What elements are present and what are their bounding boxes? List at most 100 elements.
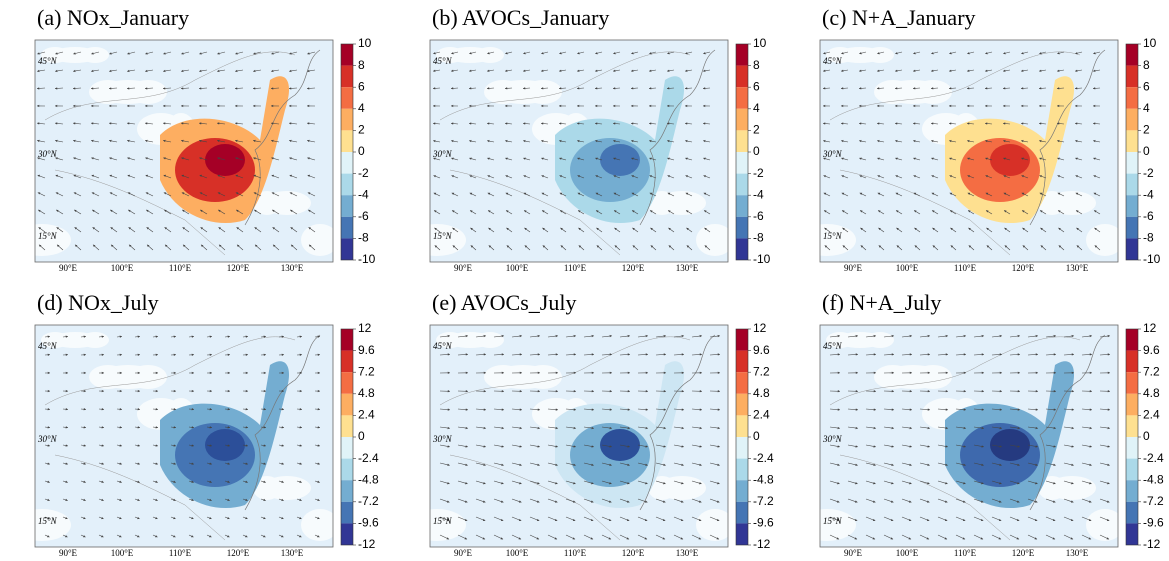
colorbar-tick-label: -2.4 — [1143, 451, 1164, 465]
wind-arrowhead — [1057, 69, 1060, 72]
wind-arrowhead — [980, 537, 984, 540]
colorbar-bin — [736, 415, 748, 437]
wind-arrowhead — [703, 157, 706, 160]
wind-arrowhead — [119, 353, 122, 356]
colorbar-bin — [736, 372, 748, 394]
wind-arrowhead — [932, 210, 935, 213]
lat-label: 45°N — [38, 341, 58, 351]
wind-arrowhead — [465, 353, 468, 356]
colorbar-bin — [736, 173, 748, 196]
wind-arrowhead — [483, 463, 486, 466]
wind-arrowhead — [699, 463, 702, 466]
wind-arrowhead — [47, 371, 50, 375]
light-patch — [524, 365, 562, 389]
wind-arrowhead — [1075, 192, 1079, 195]
wind-arrowhead — [559, 139, 562, 143]
wind-arrowhead — [891, 426, 894, 430]
wind-arrowhead — [73, 52, 76, 55]
wind-arrowhead — [145, 87, 148, 90]
colorbar-tick-label: 2.4 — [1143, 408, 1160, 422]
wind-arrowhead — [191, 535, 194, 538]
wind-arrowhead — [465, 408, 468, 411]
wind-arrowhead — [271, 192, 275, 195]
wind-arrowhead — [281, 444, 284, 447]
wind-arrowhead — [1057, 52, 1060, 55]
wind-arrowhead — [446, 500, 450, 503]
wind-arrowhead — [1107, 445, 1110, 448]
wind-arrowhead — [614, 227, 617, 231]
wind-arrowhead — [963, 390, 966, 393]
wind-arrowhead — [945, 334, 948, 338]
wind-arrowhead — [1075, 104, 1078, 108]
panel-title: (c) N+A_January — [822, 5, 976, 30]
wind-arrowhead — [483, 482, 486, 485]
wind-arrowhead — [667, 192, 671, 195]
wind-arrowhead — [1093, 69, 1096, 72]
wind-arrowhead — [281, 480, 284, 483]
wind-arrowhead — [859, 122, 862, 125]
wind-arrowhead — [559, 104, 562, 108]
wind-arrowhead — [1075, 69, 1078, 72]
wind-arrowhead — [859, 87, 862, 90]
wind-arrowhead — [501, 408, 504, 411]
wind-arrowhead — [663, 408, 666, 411]
wind-arrowhead — [281, 498, 284, 502]
wind-arrowhead — [317, 535, 320, 538]
wind-arrowhead — [1017, 445, 1020, 448]
wind-arrowhead — [963, 445, 966, 448]
colorbar-bin — [341, 173, 353, 196]
colorbar-bin — [736, 458, 748, 481]
wind-arrowhead — [209, 426, 212, 429]
wind-arrowhead — [128, 227, 132, 230]
wind-arrowhead — [451, 69, 454, 72]
wind-arrowhead — [1017, 482, 1020, 485]
map-frame — [429, 324, 729, 548]
wind-arrowhead — [668, 210, 671, 213]
colorbar-bin — [341, 480, 353, 502]
wind-arrowhead — [209, 353, 212, 356]
wind-arrowhead — [631, 69, 634, 72]
wind-arrowhead — [55, 122, 58, 125]
colorbar-bin — [736, 108, 748, 131]
wind-arrowhead — [981, 463, 984, 466]
wind-arrowhead — [577, 104, 580, 108]
lon-label: 110°E — [954, 263, 977, 273]
wind-arrowhead — [859, 139, 862, 143]
wind-arrowhead — [227, 408, 230, 411]
wind-arrowhead — [109, 104, 112, 108]
wind-arrowhead — [963, 463, 966, 466]
wind-arrowhead — [967, 104, 970, 108]
light-patch — [658, 476, 706, 500]
wind-arrowhead — [962, 537, 966, 540]
wind-arrowhead — [147, 244, 150, 248]
wind-arrowhead — [649, 87, 652, 90]
wind-arrowhead — [686, 210, 689, 213]
wind-arrowhead — [596, 245, 600, 248]
wind-arrowhead — [83, 498, 86, 502]
colorbar-tick-label: -2 — [753, 166, 764, 180]
wind-arrowhead — [554, 500, 558, 503]
colorbar-tick-label: -8 — [358, 231, 369, 245]
wind-arrowhead — [891, 390, 894, 393]
wind-arrowhead — [191, 444, 194, 447]
wind-arrowhead — [841, 104, 844, 108]
wind-arrowhead — [837, 334, 840, 338]
lon-label: 90°E — [844, 548, 863, 558]
wind-arrowhead — [1039, 122, 1042, 125]
wind-arrowhead — [1089, 463, 1092, 466]
colorbar-tick-label: 7.2 — [753, 364, 770, 378]
wind-arrowhead — [191, 335, 194, 338]
colorbar-bin — [736, 350, 748, 373]
lon-label: 120°E — [622, 548, 645, 558]
wind-arrowhead — [1052, 518, 1056, 522]
wind-arrowhead — [859, 192, 863, 195]
wind-arrowhead — [181, 69, 184, 73]
wind-arrowhead — [487, 87, 490, 90]
colorbar-bin — [736, 329, 748, 351]
wind-arrowhead — [595, 52, 598, 55]
wind-arrowhead — [451, 87, 454, 90]
wind-arrowhead — [254, 209, 257, 213]
wind-arrowhead — [962, 500, 966, 503]
lat-label: 15°N — [38, 231, 58, 241]
